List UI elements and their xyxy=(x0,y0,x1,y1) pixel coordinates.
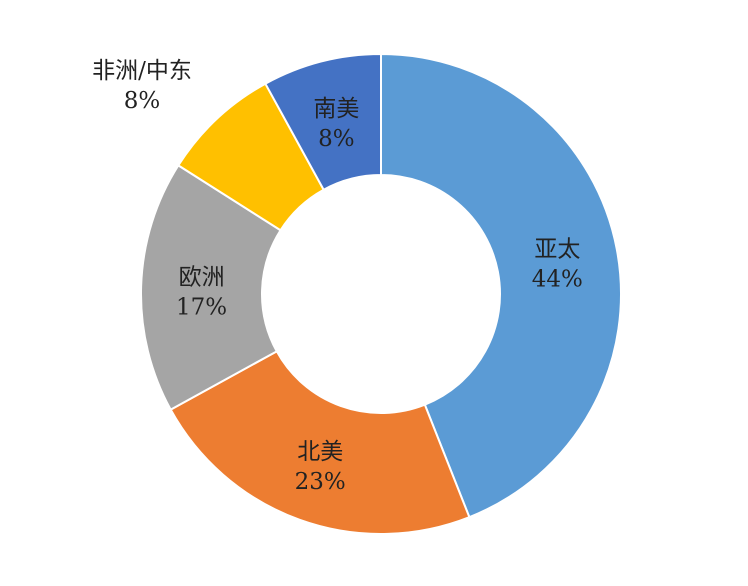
slice-1 xyxy=(169,349,471,535)
slice-value-label: 44% xyxy=(532,266,583,292)
slice-4 xyxy=(264,52,382,192)
slice-label: 欧洲 xyxy=(179,264,225,290)
slice-value-label: 8% xyxy=(124,88,161,114)
slice-label: 亚太 xyxy=(534,236,580,262)
slice-0 xyxy=(380,52,622,519)
slice-label: 南美 xyxy=(313,96,359,122)
slice-2 xyxy=(140,164,282,411)
slice-value-label: 23% xyxy=(295,469,346,495)
slice-value-label: 17% xyxy=(176,294,227,320)
slice-value-label: 8% xyxy=(318,126,355,152)
slice-label: 非洲/中东 xyxy=(92,58,192,84)
slice-label: 北美 xyxy=(297,439,343,465)
